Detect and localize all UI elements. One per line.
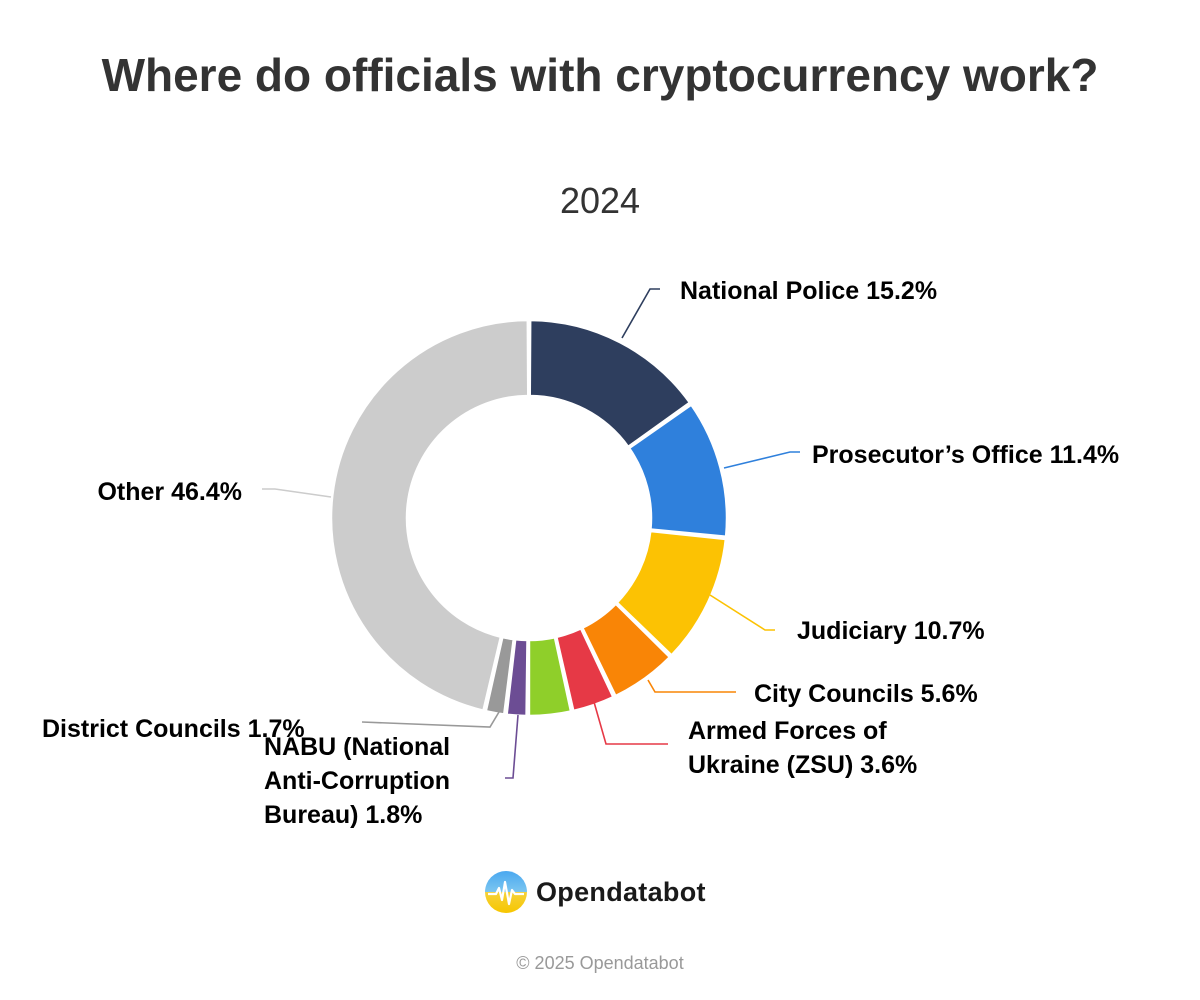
slice-segment-5[interactable]	[527, 635, 573, 718]
connector-judiciary	[709, 594, 775, 631]
chart-subtitle: 2024	[559, 180, 641, 221]
slice-other[interactable]	[329, 318, 530, 712]
slice-national-police[interactable]	[528, 318, 692, 449]
label-armed-forces-of-ukraine-zsu: Armed Forces of Ukraine (ZSU) 3.6%	[688, 717, 917, 779]
connector-other	[262, 488, 332, 498]
connector-district-councils	[361, 711, 500, 728]
slice-judiciary[interactable]	[615, 529, 728, 657]
label-prosecutor-s-office: Prosecutor’s Office 11.4%	[812, 441, 1119, 469]
label-nabu-national-anti-corruption-bureau: NABU (National Anti-Corruption Bureau) 1.8…	[264, 733, 450, 829]
copyright: © 2025 Opendatabot	[516, 953, 684, 973]
slice-armed-forces-of-ukraine-zsu[interactable]	[555, 627, 615, 713]
connector-nabu-national-anti-corruption-bureau	[505, 714, 519, 779]
opendatabot-logo-icon	[485, 871, 527, 913]
label-national-police: National Police 15.2%	[680, 277, 937, 305]
label-city-councils: City Councils 5.6%	[754, 680, 978, 708]
brand: Opendatabot	[484, 869, 706, 915]
connector-prosecutor-s-office	[723, 451, 800, 469]
connector-city-councils	[647, 679, 736, 693]
brand-name: Opendatabot	[536, 876, 706, 907]
chart-title: Where do officials with cryptocurrency w…	[101, 49, 1099, 101]
slice-nabu-national-anti-corruption-bureau[interactable]	[505, 637, 529, 718]
connector-national-police	[621, 288, 660, 339]
slice-city-councils[interactable]	[581, 602, 672, 698]
connector-armed-forces-of-ukraine-zsu	[593, 701, 668, 745]
label-judiciary: Judiciary 10.7%	[797, 617, 985, 645]
slice-prosecutor-s-office[interactable]	[627, 403, 729, 538]
label-other: Other 46.4%	[97, 478, 242, 506]
label-district-councils: District Councils 1.7%	[42, 715, 305, 743]
